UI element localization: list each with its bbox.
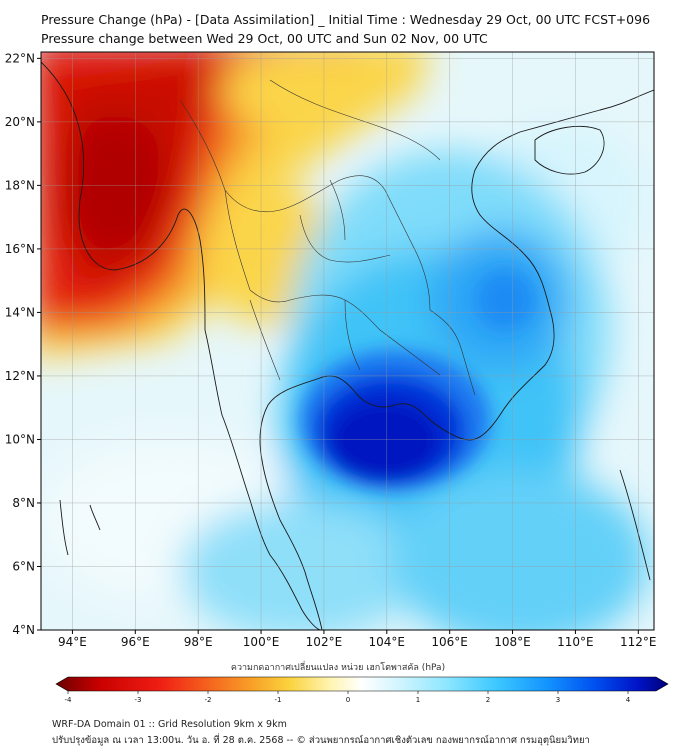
colorbar-tick-label: 3 (556, 696, 560, 704)
footer-line-1: WRF-DA Domain 01 :: Grid Resolution 9km … (52, 719, 287, 730)
lon-label: 112°E (620, 635, 657, 649)
chart-title: Pressure Change (hPa) - [Data Assimilati… (41, 12, 651, 27)
lon-label: 106°E (431, 635, 468, 649)
lat-label: 18°N (5, 178, 35, 192)
map-frame (40, 51, 655, 631)
colorbar-tick-label: 4 (626, 696, 631, 704)
lat-label: 16°N (5, 242, 35, 256)
colorbar-tick-label: 1 (416, 696, 420, 704)
lat-label: 4°N (12, 623, 35, 637)
colorbar-tick-label: -4 (65, 696, 73, 704)
colorbar: -4 -3 -2 -1 0 1 2 3 4 (55, 676, 669, 704)
lon-label: 94°E (58, 635, 87, 649)
colorbar-tick-label: -1 (275, 696, 282, 704)
colorbar-fill (55, 676, 669, 692)
lon-label: 110°E (557, 635, 594, 649)
lat-label: 20°N (5, 115, 35, 129)
lon-label: 104°E (369, 635, 406, 649)
lon-label: 98°E (184, 635, 213, 649)
colorbar-tick-label: -3 (135, 696, 142, 704)
colorbar-tick-label: 0 (346, 696, 350, 704)
lon-label: 96°E (121, 635, 150, 649)
colorbar-ticks: -4 -3 -2 -1 0 1 2 3 4 (65, 691, 631, 704)
lat-label: 10°N (5, 432, 35, 446)
lat-label: 8°N (12, 496, 35, 510)
colorbar-tick-label: -2 (205, 696, 212, 704)
lat-label: 12°N (5, 369, 35, 383)
footer-line-2: ปรับปรุงข้อมูล ณ เวลา 13:00น. วัน อ. ที่… (52, 735, 590, 746)
lat-label: 6°N (12, 559, 35, 573)
latitude-labels: 22°N 20°N 18°N 16°N 14°N 12°N 10°N 8°N 6°N 4°N (5, 51, 35, 637)
pressure-field (41, 52, 654, 630)
longitude-labels: 94°E 96°E 98°E 100°E 102°E 104°E 106°E 108°E 110… (58, 635, 657, 649)
colorbar-label: ความกดอากาศเปลี่ยนแปลง หน่วย เฮกโตพาสคัล… (230, 663, 446, 673)
lat-label: 22°N (5, 51, 35, 65)
lon-label: 100°E (243, 635, 280, 649)
colorbar-tick-label: 2 (486, 696, 490, 704)
lat-label: 14°N (5, 305, 35, 319)
lon-label: 108°E (494, 635, 531, 649)
coastlines (41, 61, 654, 630)
chart-subtitle: Pressure change between Wed 29 Oct, 00 U… (41, 31, 488, 46)
lon-label: 102°E (306, 635, 343, 649)
borders (179, 79, 476, 396)
